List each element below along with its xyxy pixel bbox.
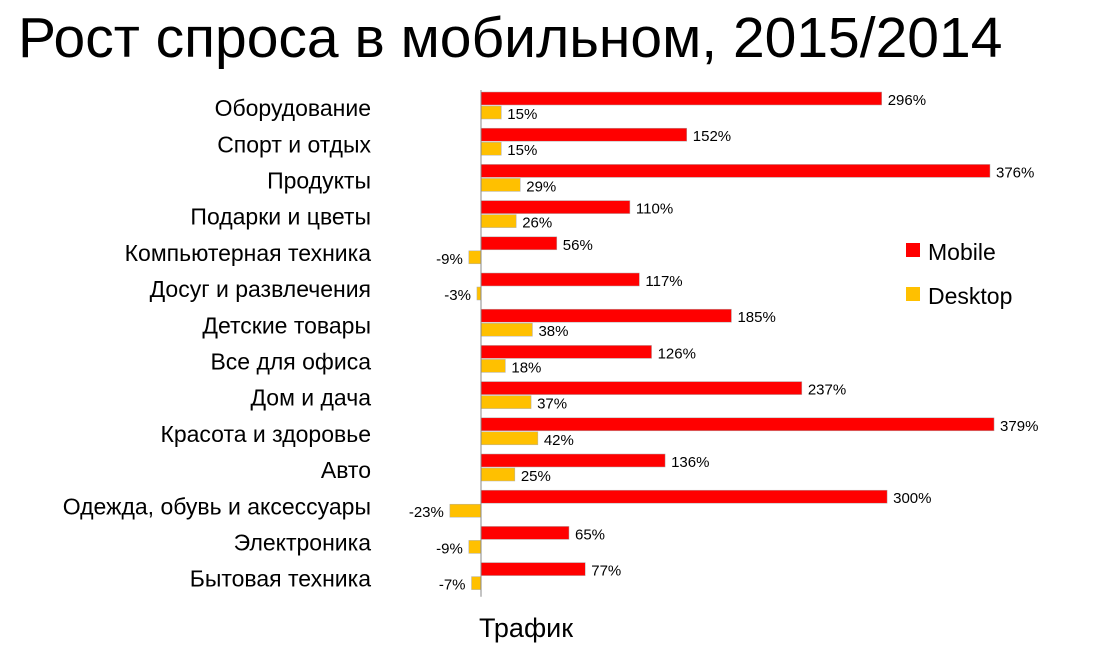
category-label: Продукты — [267, 168, 371, 194]
data-label-desktop: -9% — [436, 251, 463, 268]
bar-mobile — [480, 164, 991, 178]
data-label-desktop: 15% — [507, 106, 537, 123]
legend-swatch-mobile — [906, 243, 920, 257]
bar-mobile — [480, 417, 995, 432]
data-label-desktop: 15% — [507, 142, 537, 159]
bar-desktop — [480, 178, 521, 192]
category-label: Досуг и развлечения — [150, 276, 371, 302]
data-label-mobile: 110% — [636, 201, 673, 218]
data-label-desktop: 26% — [522, 215, 552, 232]
category-label: Бытовая техника — [190, 566, 371, 592]
data-label-mobile: 65% — [575, 526, 605, 543]
bar-desktop — [480, 359, 506, 373]
data-label-desktop: -23% — [409, 504, 444, 521]
bar-desktop — [449, 503, 482, 518]
bar-mobile — [480, 453, 666, 468]
data-label-mobile: 126% — [658, 345, 696, 362]
data-label-desktop: 37% — [537, 396, 567, 413]
legend-label-desktop: Desktop — [928, 283, 1012, 309]
category-label: Подарки и цветы — [190, 204, 371, 230]
bar-desktop — [480, 322, 533, 337]
bar-desktop — [480, 431, 539, 446]
bar-desktop — [471, 576, 482, 590]
category-label: Детские товары — [202, 312, 371, 338]
bar-mobile — [480, 308, 732, 323]
category-label: Оборудование — [215, 95, 371, 121]
data-label-mobile: 185% — [737, 309, 775, 326]
value-labels: 296% 15% 152% 15% 376% 29% 110% 26% 56% -9% 117% -3… — [409, 92, 1039, 594]
data-label-mobile: 117% — [645, 273, 682, 290]
data-label-desktop: -7% — [439, 577, 466, 594]
data-label-desktop: 42% — [544, 432, 574, 449]
data-label-desktop: -3% — [444, 287, 471, 304]
data-label-mobile: 152% — [693, 128, 731, 145]
bar-desktop — [480, 395, 532, 409]
bar-desktop — [480, 141, 502, 156]
bar-mobile — [480, 127, 688, 142]
x-axis-label: Трафик — [479, 613, 573, 643]
data-label-desktop: 25% — [521, 468, 551, 485]
bar-mobile — [480, 562, 586, 576]
legend-swatch-desktop — [906, 287, 920, 301]
data-label-mobile: 296% — [888, 92, 926, 109]
category-label: Одежда, обувь и аксессуары — [63, 493, 371, 519]
data-label-mobile: 77% — [591, 563, 621, 580]
data-label-mobile: 376% — [996, 164, 1034, 181]
bars — [449, 91, 995, 590]
category-label: Дом и дача — [250, 385, 371, 411]
bar-mobile — [480, 272, 640, 287]
bar-mobile — [480, 91, 882, 106]
data-label-desktop: 18% — [511, 359, 541, 376]
bar-desktop — [480, 214, 517, 228]
data-label-desktop: 29% — [526, 178, 556, 195]
category-label: Электроника — [234, 530, 372, 556]
data-label-mobile: 379% — [1000, 418, 1038, 435]
data-label-mobile: 300% — [893, 490, 931, 507]
category-label: Авто — [321, 457, 371, 483]
legend: Mobile Desktop — [906, 239, 1012, 309]
bar-desktop — [480, 467, 516, 482]
bar-mobile — [480, 345, 652, 359]
bar-desktop — [468, 540, 482, 554]
page-title: Рост спроса в мобильном, 2015/2014 — [18, 6, 1003, 70]
bar-mobile — [480, 200, 631, 214]
bar-mobile — [480, 489, 888, 504]
data-label-desktop: -9% — [436, 540, 463, 557]
category-label: Компьютерная техника — [125, 240, 372, 266]
category-label: Все для офиса — [210, 349, 371, 375]
bar-desktop — [476, 286, 482, 301]
data-label-mobile: 56% — [563, 237, 593, 254]
data-label-desktop: 38% — [538, 323, 568, 340]
category-label: Красота и здоровье — [160, 421, 371, 447]
bar-mobile — [480, 381, 803, 395]
data-label-mobile: 237% — [808, 382, 846, 399]
bar-mobile — [480, 526, 570, 540]
bar-desktop — [480, 105, 502, 120]
legend-label-mobile: Mobile — [928, 239, 996, 265]
bar-mobile — [480, 236, 558, 251]
category-labels: Оборудование Спорт и отдых Продукты Подарки… — [63, 95, 372, 592]
category-label: Спорт и отдых — [217, 131, 371, 157]
data-label-mobile: 136% — [671, 454, 709, 471]
bar-desktop — [468, 250, 482, 265]
